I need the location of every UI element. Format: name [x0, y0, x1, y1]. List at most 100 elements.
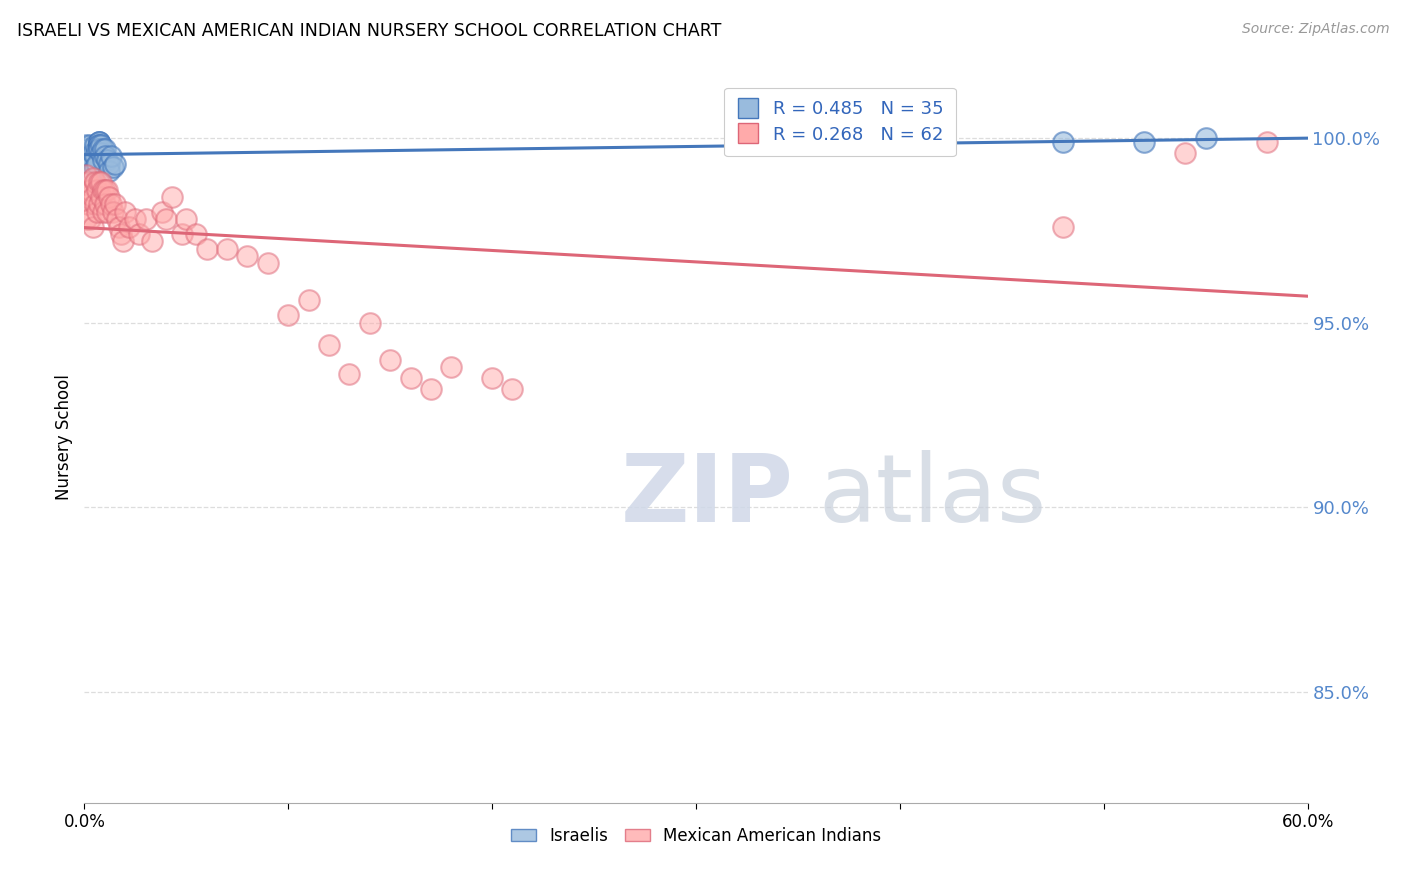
- Point: [82, 219, 104, 234]
- Point: [90, 175, 112, 189]
- Point: [186, 227, 208, 241]
- Point: [399, 371, 422, 385]
- Point: [277, 308, 299, 322]
- Point: [82, 190, 104, 204]
- Point: [77, 175, 100, 189]
- Point: [298, 293, 321, 308]
- Point: [87, 138, 110, 153]
- Point: [160, 190, 183, 204]
- Point: [1052, 219, 1074, 234]
- Point: [104, 197, 127, 211]
- Point: [359, 316, 381, 330]
- Point: [83, 161, 105, 175]
- Point: [100, 149, 122, 163]
- Point: [97, 157, 120, 171]
- Point: [75, 138, 97, 153]
- Point: [217, 242, 239, 256]
- Point: [82, 145, 104, 160]
- Point: [114, 204, 136, 219]
- Point: [91, 142, 114, 156]
- Point: [141, 235, 163, 249]
- Point: [318, 337, 340, 351]
- Point: [90, 138, 112, 153]
- Point: [86, 142, 108, 156]
- Point: [83, 138, 105, 153]
- Point: [1133, 135, 1156, 149]
- Point: [83, 197, 105, 211]
- Point: [90, 145, 112, 160]
- Point: [1174, 145, 1197, 160]
- Text: ISRAELI VS MEXICAN AMERICAN INDIAN NURSERY SCHOOL CORRELATION CHART: ISRAELI VS MEXICAN AMERICAN INDIAN NURSE…: [17, 22, 721, 40]
- Point: [83, 149, 105, 163]
- Point: [82, 164, 104, 178]
- Point: [93, 197, 115, 211]
- Point: [82, 171, 104, 186]
- Point: [87, 135, 110, 149]
- Point: [77, 142, 100, 156]
- Point: [236, 249, 259, 263]
- Point: [155, 212, 177, 227]
- Point: [1052, 135, 1074, 149]
- Point: [101, 161, 124, 175]
- Point: [91, 204, 114, 219]
- Point: [135, 212, 157, 227]
- Legend: Israelis, Mexican American Indians: Israelis, Mexican American Indians: [502, 818, 890, 853]
- Point: [77, 161, 100, 175]
- Point: [93, 149, 115, 163]
- Point: [257, 256, 280, 270]
- Point: [339, 368, 361, 382]
- Point: [172, 227, 194, 241]
- Point: [1256, 135, 1278, 149]
- Point: [87, 138, 110, 153]
- Point: [79, 183, 101, 197]
- Point: [91, 183, 114, 197]
- Point: [105, 212, 128, 227]
- Point: [124, 212, 146, 227]
- Text: atlas: atlas: [818, 450, 1046, 541]
- Point: [86, 204, 108, 219]
- Y-axis label: Nursery School: Nursery School: [55, 374, 73, 500]
- Point: [128, 227, 150, 241]
- Text: Source: ZipAtlas.com: Source: ZipAtlas.com: [1241, 22, 1389, 37]
- Point: [87, 142, 110, 156]
- Point: [108, 219, 131, 234]
- Point: [1195, 131, 1218, 145]
- Point: [75, 153, 97, 167]
- Text: ZIP: ZIP: [621, 450, 794, 541]
- Point: [104, 157, 127, 171]
- Point: [87, 175, 110, 189]
- Point: [79, 138, 101, 153]
- Point: [100, 197, 122, 211]
- Point: [75, 168, 97, 182]
- Point: [150, 204, 173, 219]
- Point: [87, 135, 110, 149]
- Point: [110, 227, 132, 241]
- Point: [481, 371, 503, 385]
- Point: [86, 157, 108, 171]
- Point: [101, 204, 124, 219]
- Point: [195, 242, 218, 256]
- Point: [77, 197, 100, 211]
- Point: [87, 142, 110, 156]
- Point: [93, 142, 115, 156]
- Point: [174, 212, 197, 227]
- Point: [75, 190, 97, 204]
- Point: [93, 183, 115, 197]
- Point: [97, 190, 120, 204]
- Point: [91, 153, 114, 167]
- Point: [96, 153, 118, 167]
- Point: [87, 135, 110, 149]
- Point: [380, 352, 402, 367]
- Point: [96, 183, 118, 197]
- Point: [79, 157, 101, 171]
- Point: [87, 197, 110, 211]
- Point: [75, 212, 97, 227]
- Point: [86, 183, 108, 197]
- Point: [96, 204, 118, 219]
- Point: [97, 164, 120, 178]
- Point: [420, 382, 443, 396]
- Point: [118, 219, 141, 234]
- Point: [90, 190, 112, 204]
- Point: [502, 382, 524, 396]
- Point: [79, 212, 101, 227]
